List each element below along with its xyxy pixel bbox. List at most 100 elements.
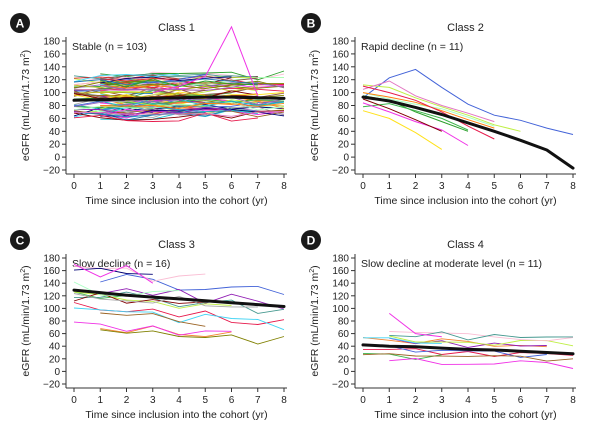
y-axis-label: eGFR (mL/min/1.73 m2) [20, 50, 32, 161]
panel-letter: A [16, 17, 25, 31]
y-axis-label: eGFR (mL/min/1.73 m2) [309, 265, 321, 376]
x-tick-label: 2 [413, 395, 419, 406]
chart-title: Class 4 [447, 239, 484, 251]
trajectory-line [73, 108, 232, 118]
y-tick-label: 160 [43, 49, 60, 60]
x-tick-label: 3 [439, 181, 445, 192]
y-tick-label: −20 [43, 166, 60, 177]
x-tick-label: 8 [281, 181, 287, 192]
trajectory-line [389, 331, 574, 342]
y-tick-label: 180 [332, 37, 349, 48]
y-tick-label: 0 [54, 367, 60, 378]
x-tick-label: 6 [229, 395, 235, 406]
x-tick-label: 4 [176, 181, 182, 192]
trajectory-lines [73, 25, 285, 122]
trajectory-line [100, 273, 285, 295]
y-tick-label: 80 [49, 317, 61, 328]
y-tick-label: 180 [43, 254, 60, 265]
trajectory-line [100, 329, 285, 345]
trajectory-line [389, 358, 574, 369]
x-tick-label: 8 [570, 395, 576, 406]
x-tick-label: 5 [491, 181, 497, 192]
y-tick-label: 80 [338, 317, 350, 328]
x-tick-label: 7 [544, 395, 550, 406]
y-tick-label: 60 [49, 114, 61, 125]
trajectory-line [362, 95, 469, 132]
trajectory-line [73, 101, 285, 111]
y-tick-label: 40 [338, 127, 350, 138]
y-tick-label: −20 [332, 380, 349, 391]
mean-trajectory-line [72, 288, 286, 308]
trajectory-line [362, 85, 495, 140]
x-axis-label: Time since inclusion into the cohort (yr… [374, 409, 556, 421]
y-tick-label: 100 [332, 88, 349, 99]
x-tick-label: 2 [124, 395, 130, 406]
chart-title: Class 3 [158, 239, 195, 251]
x-tick-label: 0 [71, 181, 77, 192]
trajectory-line [100, 78, 180, 82]
y-tick-label: 180 [332, 254, 349, 265]
trajectory-line [73, 307, 285, 331]
x-tick-label: 5 [202, 181, 208, 192]
x-axis-label: Time since inclusion into the cohort (yr… [85, 195, 267, 207]
chart-subtitle: Slow decline (n = 16) [72, 258, 170, 270]
y-tick-label: 0 [343, 153, 349, 164]
trajectory-lines [362, 68, 574, 150]
trajectory-line [73, 293, 258, 308]
chart-subtitle: Slow decline at moderate level (n = 11) [361, 258, 542, 270]
x-tick-label: 3 [150, 181, 156, 192]
x-tick-label: 1 [386, 181, 392, 192]
x-tick-label: 3 [150, 395, 156, 406]
x-tick-label: 7 [255, 395, 261, 406]
y-tick-label: 20 [338, 140, 350, 151]
y-tick-label: 0 [343, 367, 349, 378]
y-tick-label: 160 [332, 266, 349, 277]
mean-trajectory-line [361, 95, 575, 170]
y-tick-label: 180 [43, 37, 60, 48]
y-axis-label: eGFR (mL/min/1.73 m2) [309, 50, 321, 161]
mean-trajectory-line [72, 95, 286, 102]
panel-badge [10, 13, 30, 33]
trajectory-line [73, 92, 180, 95]
trajectory-line [73, 107, 232, 116]
trajectory-line [152, 25, 259, 96]
y-tick-label: 40 [49, 127, 61, 138]
y-tick-label: 80 [49, 101, 61, 112]
panel-letter: B [307, 17, 316, 31]
x-tick-label: 4 [176, 395, 182, 406]
trajectory-line [362, 110, 443, 150]
panel-letter: C [16, 234, 25, 248]
y-tick-label: 160 [43, 266, 60, 277]
trajectory-line [73, 112, 258, 122]
trajectory-line [362, 102, 469, 146]
trajectory-line [362, 103, 469, 131]
mean-trajectory-line [361, 343, 575, 356]
trajectory-line [362, 84, 521, 132]
x-tick-label: 1 [97, 181, 103, 192]
x-tick-label: 1 [97, 395, 103, 406]
trajectory-line [100, 288, 285, 310]
x-axis-label: Time since inclusion into the cohort (yr… [374, 195, 556, 207]
chart-subtitle: Stable (n = 103) [72, 41, 147, 53]
y-tick-label: 140 [43, 279, 60, 290]
panel-badge [301, 230, 321, 250]
x-tick-label: 0 [360, 181, 366, 192]
chart-title: Class 2 [447, 22, 484, 34]
y-tick-label: 40 [338, 342, 350, 353]
y-tick-label: 120 [332, 75, 349, 86]
x-tick-label: 8 [281, 395, 287, 406]
y-tick-label: 80 [338, 101, 350, 112]
trajectory-line [73, 321, 232, 336]
x-tick-label: 6 [518, 395, 524, 406]
x-tick-label: 2 [124, 181, 130, 192]
trajectory-line [73, 111, 285, 117]
panel-letter: D [307, 234, 316, 248]
y-tick-label: 160 [332, 49, 349, 60]
x-axis-label: Time since inclusion into the cohort (yr… [85, 409, 267, 421]
y-tick-label: 140 [43, 62, 60, 73]
y-tick-label: 120 [43, 291, 60, 302]
trajectory-line [388, 313, 442, 338]
trajectory-line [73, 78, 258, 86]
x-tick-label: 6 [518, 181, 524, 192]
